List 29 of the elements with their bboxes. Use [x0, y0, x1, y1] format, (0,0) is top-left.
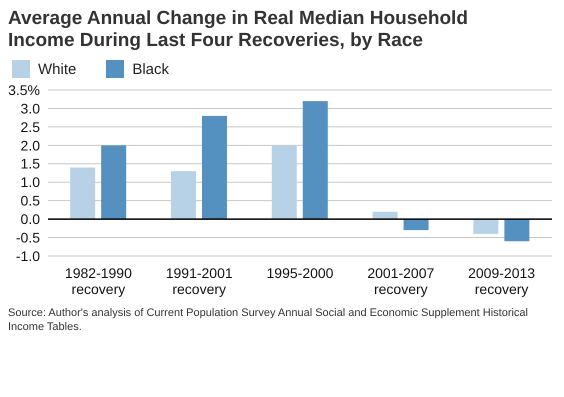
- bar: [504, 219, 530, 242]
- bar: [404, 219, 429, 230]
- bar: [473, 219, 498, 234]
- bar: [202, 116, 227, 220]
- y-tick-label: 0.0: [20, 211, 40, 228]
- bar: [372, 212, 398, 220]
- bar: [302, 101, 328, 220]
- legend-label: Black: [132, 60, 170, 78]
- x-tick-label: 2009-2013 recovery: [468, 265, 536, 297]
- bar: [70, 167, 96, 220]
- y-tick-label: -0.5: [16, 230, 40, 246]
- x-tick-label: 1982-1990 recovery: [64, 265, 132, 297]
- bar: [272, 145, 297, 220]
- chart-title: Average Annual Change in Real Median Household Income During Last Four Recoveries, by Race: [8, 8, 469, 52]
- y-tick-label: -1.0: [16, 248, 40, 264]
- y-tick-label: 0.5: [20, 192, 40, 209]
- bar: [170, 171, 196, 220]
- x-tick-label: 2001-2007 recovery: [367, 265, 434, 297]
- x-tick-label: 1991-2001 recovery: [166, 265, 233, 297]
- source-note: Source: Author's analysis of Current Population Survey Annual Social and Economic Supplement Historical Income Tables.: [8, 306, 529, 334]
- x-tick-label: 1995-2000: [266, 265, 334, 281]
- y-tick-label: 2.5: [20, 118, 40, 135]
- y-tick-label: 2.0: [20, 137, 40, 154]
- y-tick-label: 3.5%: [8, 82, 40, 98]
- legend-label: White: [38, 60, 76, 78]
- y-tick-label: 3.0: [20, 100, 40, 116]
- y-tick-label: 1.0: [20, 174, 40, 190]
- bar: [101, 145, 126, 220]
- y-tick-label: 1.5: [20, 156, 40, 172]
